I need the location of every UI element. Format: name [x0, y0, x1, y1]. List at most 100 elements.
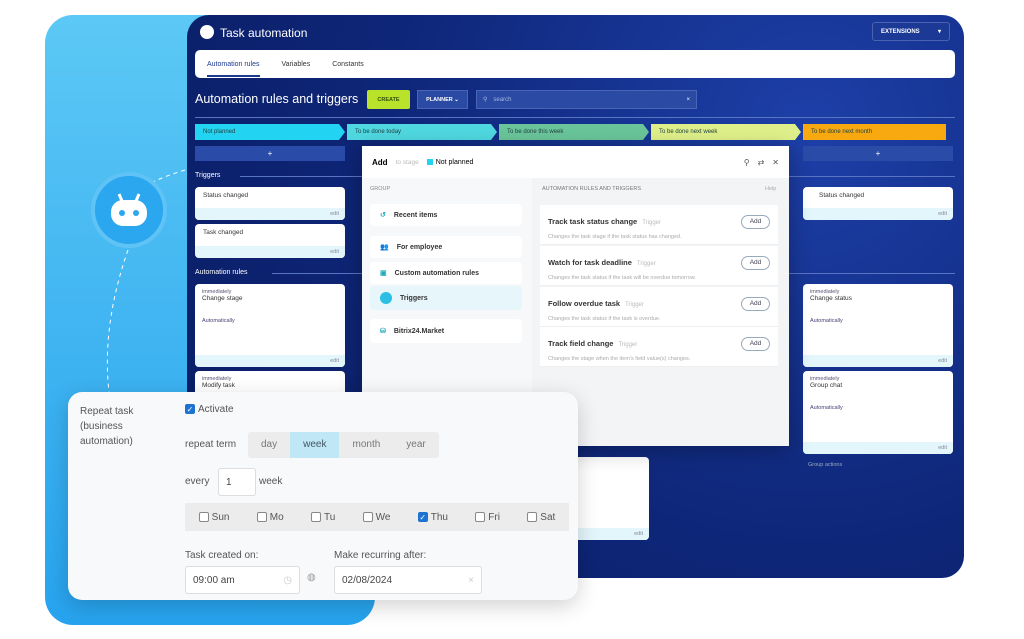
- rule-card[interactable]: immediately Group chat Automatically edit: [803, 371, 953, 454]
- edit-link[interactable]: edit: [195, 208, 345, 220]
- every-label: every: [185, 476, 210, 487]
- time-input[interactable]: 09:00 am ◷: [185, 566, 300, 594]
- app-title: Task automation: [220, 26, 308, 40]
- edit-link[interactable]: edit: [195, 246, 345, 258]
- group-for-employee[interactable]: 👥 For employee: [370, 236, 522, 258]
- clear-icon[interactable]: ×: [468, 574, 474, 586]
- every-input[interactable]: 1: [218, 468, 256, 496]
- add-button[interactable]: Add: [741, 337, 770, 351]
- rule-tag: Trigger: [625, 302, 644, 308]
- trigger-card[interactable]: Task changed edit: [195, 224, 345, 258]
- rule-title: Watch for task deadline: [548, 258, 632, 267]
- created-label: Task created on:: [185, 550, 259, 561]
- add-button[interactable]: Add: [741, 256, 770, 270]
- checkbox-icon: [256, 511, 267, 522]
- term-year[interactable]: year: [406, 439, 426, 450]
- card-title: Status changed: [203, 192, 249, 199]
- group-label: Triggers: [400, 294, 428, 302]
- stage-selector[interactable]: Not planned: [426, 158, 474, 166]
- day-thu[interactable]: ✓ Thu: [417, 511, 448, 523]
- create-button[interactable]: CREATE: [367, 90, 410, 109]
- search-input[interactable]: ⚲ search ×: [476, 90, 697, 109]
- day-label: Mo: [269, 511, 284, 523]
- group-label: Bitrix24.Market: [393, 327, 445, 335]
- stage-not-planned[interactable]: Not planned: [195, 124, 345, 140]
- group-triggers[interactable]: Triggers: [370, 286, 522, 310]
- automation-rules-label: Automation rules: [195, 269, 248, 276]
- extensions-label: EXTENSIONS: [881, 28, 920, 35]
- weekday-selector: Sun Mo Tu We ✓ Thu Fri Sat: [185, 503, 569, 531]
- trigger-card[interactable]: Status changed edit: [195, 187, 345, 220]
- day-we[interactable]: We: [362, 511, 391, 523]
- add-column-button[interactable]: +: [195, 146, 345, 161]
- to-stage-label: to stage: [395, 158, 419, 166]
- tab-variables[interactable]: Variables: [281, 60, 311, 68]
- tab-automation-rules[interactable]: Automation rules: [207, 52, 260, 77]
- term-month[interactable]: month: [352, 439, 381, 450]
- rule-desc: Changes the task status if the task will…: [548, 275, 696, 281]
- chevron-down-icon: ⌄: [454, 96, 459, 103]
- extensions-button[interactable]: EXTENSIONS ▾: [872, 22, 950, 41]
- rule-when: immediately: [810, 376, 840, 382]
- group-actions-link[interactable]: Group actions: [808, 462, 843, 468]
- stage-next-week[interactable]: To be done next week: [651, 124, 801, 140]
- stage-today[interactable]: To be done today: [347, 124, 497, 140]
- repeat-task-panel: Repeat task (business automation) ✓ Activ…: [68, 392, 578, 600]
- repeat-task-label: Repeat task (business automation): [80, 406, 134, 447]
- close-icon[interactable]: ✕: [772, 157, 779, 167]
- filter-icon[interactable]: ⇄: [757, 157, 765, 167]
- rule-card[interactable]: immediately Change stage Automatically edit: [195, 284, 345, 367]
- rule-desc: Changes the task stage if the task statu…: [548, 234, 682, 240]
- stage-value: Not planned: [435, 158, 474, 166]
- day-sun[interactable]: Sun: [198, 511, 230, 523]
- add-button[interactable]: Add: [741, 215, 770, 229]
- activate-checkbox[interactable]: ✓ Activate: [185, 404, 234, 415]
- stage-next-month[interactable]: To be done next month: [803, 124, 946, 140]
- caret-down-icon: ▾: [937, 29, 941, 35]
- group-recent-items[interactable]: ↺ Recent items: [370, 204, 522, 226]
- group-custom-rules[interactable]: ▣ Custom automation rules: [370, 262, 522, 284]
- date-input[interactable]: 02/08/2024 ×: [334, 566, 482, 594]
- day-mo[interactable]: Mo: [256, 511, 284, 523]
- help-link[interactable]: Help: [765, 186, 777, 192]
- checkbox-icon: [527, 511, 538, 522]
- rule-desc: Changes the task status if the task is o…: [548, 316, 661, 322]
- add-column-button[interactable]: +: [803, 146, 953, 161]
- day-tu[interactable]: Tu: [310, 512, 335, 523]
- search-icon[interactable]: ⚲: [743, 157, 750, 167]
- day-sat[interactable]: Sat: [527, 512, 555, 523]
- rule-title: Group chat: [810, 382, 843, 389]
- term-day[interactable]: day: [261, 439, 278, 450]
- checkbox-icon: [362, 511, 373, 522]
- day-label: Thu: [430, 511, 448, 523]
- edit-link[interactable]: edit: [803, 355, 953, 367]
- planner-label: PLANNER: [426, 96, 453, 103]
- edit-link[interactable]: edit: [803, 208, 953, 220]
- rule-card[interactable]: immediately Change status Automatically edi…: [803, 284, 953, 367]
- robot-icon: [91, 172, 167, 248]
- group-market[interactable]: ⛁ Bitrix24.Market: [370, 319, 522, 343]
- day-label: We: [375, 511, 391, 523]
- timezone-icon[interactable]: ◍: [307, 572, 316, 583]
- tab-constants[interactable]: Constants: [332, 60, 364, 68]
- rule-option: Watch for task deadline Trigger Changes th…: [540, 246, 778, 286]
- edit-link[interactable]: edit: [803, 442, 953, 454]
- planner-button[interactable]: PLANNER ⌄: [417, 90, 468, 109]
- day-label: Sun: [211, 511, 230, 523]
- day-fri[interactable]: Fri: [475, 512, 500, 523]
- dialog-header: Add to stage Not planned ⚲ ⇄ ✕: [362, 146, 789, 178]
- clear-icon[interactable]: ×: [686, 96, 690, 103]
- rule-by: Automatically: [810, 318, 843, 324]
- rule-option: Follow overdue task Trigger Changes the ta…: [540, 287, 778, 327]
- term-week[interactable]: week: [290, 432, 340, 458]
- rule-by: Automatically: [810, 405, 843, 411]
- dialog-title: Add: [372, 157, 388, 167]
- stage-this-week[interactable]: To be done this week: [499, 124, 649, 140]
- recurring-label: Make recurring after:: [334, 550, 427, 561]
- repeat-term-label: repeat term: [185, 439, 237, 450]
- edit-link[interactable]: edit: [195, 355, 345, 367]
- trigger-card[interactable]: Status changed edit: [803, 187, 953, 220]
- add-button[interactable]: Add: [741, 297, 770, 311]
- group-label: Recent items: [393, 211, 438, 219]
- triggers-label: Triggers: [195, 172, 221, 179]
